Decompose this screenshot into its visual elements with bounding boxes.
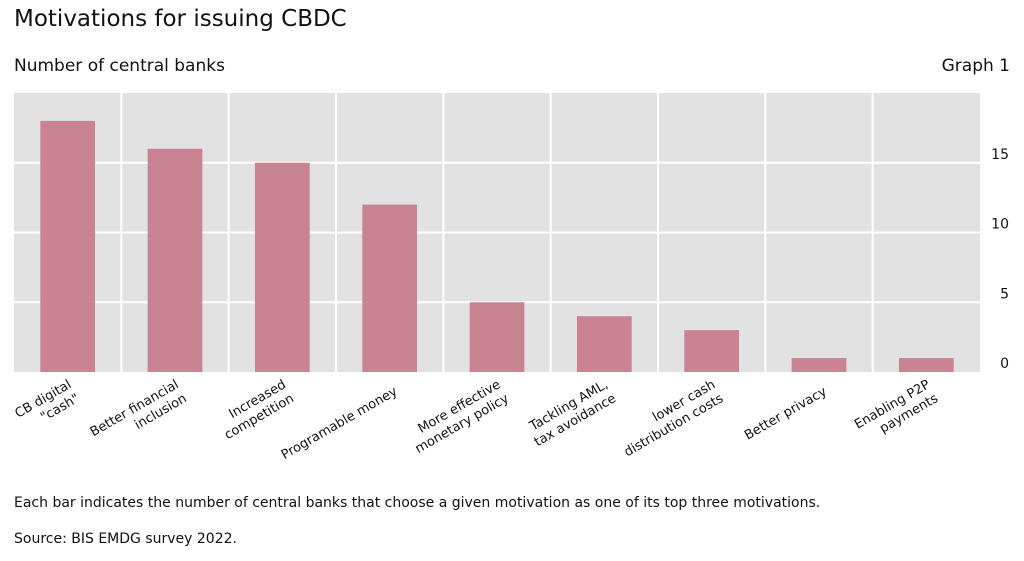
x-tick-label: Tackling AML,tax avoidance <box>526 377 618 450</box>
bars <box>40 120 954 373</box>
x-tick-label-line: Programable money <box>279 384 401 463</box>
x-tick-label-line: Better privacy <box>742 384 830 443</box>
chart-source: Source: BIS EMDG survey 2022. <box>14 531 237 547</box>
bar <box>576 316 632 372</box>
bar <box>254 162 310 372</box>
bar <box>40 120 96 373</box>
bar <box>684 330 740 372</box>
bar-chart: 0 5 10 15 CB digital"cash" Better financiali… <box>13 93 1009 463</box>
bar <box>469 302 525 372</box>
chart-title: Motivations for issuing CBDC <box>14 6 347 32</box>
x-tick-label: Programable money <box>279 384 401 463</box>
y-tick-label: 5 <box>1000 286 1009 302</box>
graph-number-label: Graph 1 <box>941 56 1010 76</box>
y-axis-ticks: 0 5 10 15 <box>991 147 1009 372</box>
bar <box>147 148 203 372</box>
bar <box>898 358 954 372</box>
y-tick-label: 15 <box>991 147 1009 163</box>
bar <box>791 358 847 372</box>
x-tick-label: CB digital"cash" <box>13 377 83 425</box>
chart-note: Each bar indicates the number of central… <box>14 495 821 511</box>
x-axis-labels: CB digital"cash" Better financialinclusio… <box>13 377 942 463</box>
chart-subtitle: Number of central banks <box>14 56 225 76</box>
bar <box>362 204 418 372</box>
y-tick-label: 0 <box>1000 356 1009 372</box>
y-tick-label: 10 <box>991 217 1009 233</box>
x-tick-label: Better privacy <box>742 384 830 443</box>
